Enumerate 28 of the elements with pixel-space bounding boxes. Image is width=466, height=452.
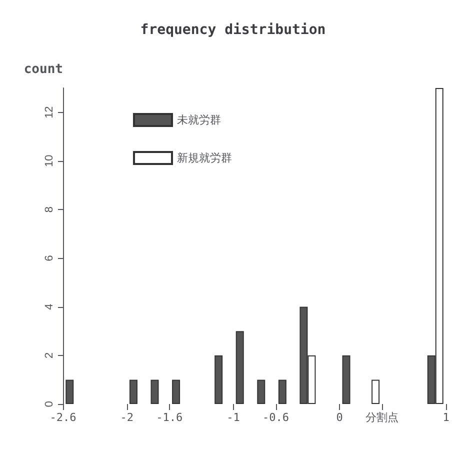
- bar: [214, 355, 223, 404]
- x-tick-label: -2.6: [50, 411, 76, 424]
- x-tick-label: 分割点: [366, 411, 399, 424]
- x-tick-label: -1.6: [156, 411, 183, 424]
- bar: [150, 380, 159, 404]
- y-tick-label: 8: [44, 206, 56, 213]
- y-tick-label: 0: [44, 400, 56, 408]
- x-tick-label: -2: [120, 411, 134, 424]
- legend-label: 新規就労群: [177, 152, 232, 164]
- bar: [342, 355, 350, 404]
- bar: [172, 380, 180, 404]
- y-tick-label: 10: [44, 154, 56, 168]
- y-axis-title: count: [24, 62, 63, 77]
- legend-label: 未就労群: [177, 114, 221, 126]
- bar: [257, 380, 266, 404]
- bar: [372, 380, 380, 404]
- y-tick-label: 6: [44, 255, 56, 262]
- x-tick-label: -0.6: [262, 411, 290, 424]
- x-tick-label: 0: [336, 411, 343, 424]
- y-tick-label: 4: [44, 304, 56, 310]
- chart-title: frequency distribution: [140, 22, 326, 38]
- bar: [278, 380, 286, 404]
- x-tick-label: -1: [226, 411, 240, 424]
- x-tick-label: 1: [442, 411, 450, 424]
- y-tick-label: 2: [44, 352, 56, 358]
- bar: [129, 380, 138, 404]
- y-tick-label: 12: [44, 106, 56, 118]
- bar: [236, 331, 244, 404]
